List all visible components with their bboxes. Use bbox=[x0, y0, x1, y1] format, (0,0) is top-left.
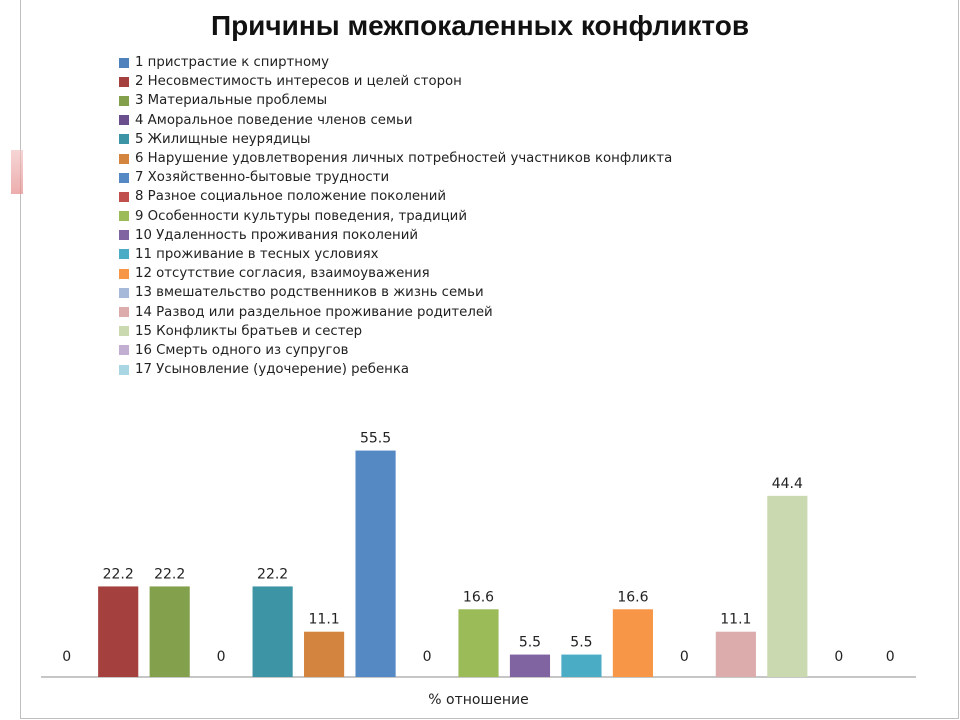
legend-item: 4 Аморальное поведение членов семьи bbox=[119, 111, 672, 130]
data-label: 0 bbox=[62, 649, 71, 665]
bar bbox=[767, 495, 808, 677]
legend-label: 3 Материальные проблемы bbox=[135, 93, 328, 109]
legend-item: 13 вмешательство родственников в жизнь с… bbox=[119, 283, 672, 302]
legend-label: 9 Особенности культуры поведения, традиц… bbox=[135, 208, 467, 224]
legend-swatch bbox=[119, 76, 129, 87]
data-label: 0 bbox=[423, 649, 432, 665]
legend-swatch bbox=[119, 268, 129, 279]
legend-swatch bbox=[119, 230, 129, 241]
legend-label: 8 Разное социальное положение поколений bbox=[135, 189, 447, 205]
data-label: 0 bbox=[680, 649, 689, 665]
legend-item: 7 Хозяйственно-бытовые трудности bbox=[119, 168, 672, 187]
data-label: 0 bbox=[834, 649, 843, 665]
legend-swatch bbox=[119, 345, 129, 356]
bar bbox=[98, 586, 139, 677]
legend-swatch bbox=[119, 115, 129, 126]
legend-item: 17 Усыновление (удочерение) ребенка bbox=[119, 360, 672, 379]
data-label: 0 bbox=[886, 649, 895, 665]
legend-swatch bbox=[119, 287, 129, 298]
data-label: 22.2 bbox=[257, 566, 288, 582]
legend-label: 4 Аморальное поведение членов семьи bbox=[135, 112, 413, 128]
chart-title: Причины межпокаленных конфликтов bbox=[210, 10, 750, 41]
legend-item: 16 Смерть одного из супругов bbox=[119, 341, 672, 360]
legend-swatch bbox=[119, 134, 129, 145]
legend-item: 6 Нарушение удовлетворения личных потреб… bbox=[119, 149, 672, 168]
legend-item: 10 Удаленность проживания поколений bbox=[119, 226, 672, 245]
legend-label: 1 пристрастие к спиртному bbox=[135, 55, 330, 71]
legend-swatch bbox=[119, 307, 129, 318]
legend-item: 12 отсутствие согласия, взаимоуважения bbox=[119, 264, 672, 283]
data-label: 5.5 bbox=[519, 635, 541, 651]
legend-item: 14 Развод или раздельное проживание роди… bbox=[119, 302, 672, 321]
data-label: 0 bbox=[217, 649, 226, 665]
data-label: 55.5 bbox=[360, 431, 391, 447]
legend-label: 15 Конфликты братьев и сестер bbox=[135, 323, 363, 339]
bar bbox=[715, 631, 756, 677]
legend-label: 11 проживание в тесных условиях bbox=[135, 246, 379, 262]
data-label: 44.4 bbox=[772, 476, 803, 492]
legend-label: 2 Несовместимость интересов и целей стор… bbox=[135, 74, 462, 90]
legend-item: 9 Особенности культуры поведения, традиц… bbox=[119, 207, 672, 226]
legend-swatch bbox=[119, 211, 129, 222]
legend-swatch bbox=[119, 57, 129, 68]
legend-item: 2 Несовместимость интересов и целей стор… bbox=[119, 72, 672, 91]
legend-item: 11 проживание в тесных условиях bbox=[119, 245, 672, 264]
data-label: 22.2 bbox=[103, 566, 134, 582]
data-label: 5.5 bbox=[570, 635, 592, 651]
chart-frame bbox=[20, 0, 959, 719]
bar bbox=[304, 631, 345, 677]
bar bbox=[509, 654, 551, 677]
legend-label: 14 Развод или раздельное проживание роди… bbox=[135, 304, 493, 320]
bar bbox=[149, 586, 190, 677]
legend-item: 8 Разное социальное положение поколений bbox=[119, 187, 672, 206]
legend-swatch bbox=[119, 249, 129, 260]
data-label: 11.1 bbox=[720, 612, 751, 628]
legend-swatch bbox=[119, 153, 129, 164]
x-axis-label: % отношение bbox=[428, 692, 528, 708]
decorative-bar bbox=[11, 150, 23, 194]
legend-item: 5 Жилищные неурядицы bbox=[119, 130, 672, 149]
data-label: 22.2 bbox=[154, 566, 185, 582]
bar bbox=[561, 654, 602, 677]
bar bbox=[458, 609, 499, 677]
legend-label: 5 Жилищные неурядицы bbox=[135, 131, 311, 147]
legend-item: 15 Конфликты братьев и сестер bbox=[119, 322, 672, 341]
legend-swatch bbox=[119, 172, 129, 183]
legend-label: 16 Смерть одного из супругов bbox=[135, 342, 349, 358]
legend-label: 13 вмешательство родственников в жизнь с… bbox=[135, 285, 484, 301]
legend-swatch bbox=[119, 95, 129, 106]
legend-item: 3 Материальные проблемы bbox=[119, 91, 672, 110]
legend-swatch bbox=[119, 191, 129, 202]
legend-label: 17 Усыновление (удочерение) ребенка bbox=[135, 362, 409, 378]
legend-label: 10 Удаленность проживания поколений bbox=[135, 227, 419, 243]
legend-swatch bbox=[119, 364, 129, 375]
bar bbox=[252, 586, 293, 677]
data-label: 16.6 bbox=[463, 589, 494, 605]
legend-label: 12 отсутствие согласия, взаимоуважения bbox=[135, 266, 430, 282]
bar bbox=[612, 609, 653, 677]
bar bbox=[355, 450, 396, 677]
legend: 1 пристрастие к спиртному 2 Несовместимос… bbox=[119, 53, 672, 379]
legend-item: 1 пристрастие к спиртному bbox=[119, 53, 672, 72]
data-label: 11.1 bbox=[309, 612, 340, 628]
legend-label: 6 Нарушение удовлетворения личных потреб… bbox=[135, 151, 673, 167]
legend-label: 7 Хозяйственно-бытовые трудности bbox=[135, 170, 390, 186]
legend-swatch bbox=[119, 326, 129, 337]
data-label: 16.6 bbox=[617, 589, 648, 605]
